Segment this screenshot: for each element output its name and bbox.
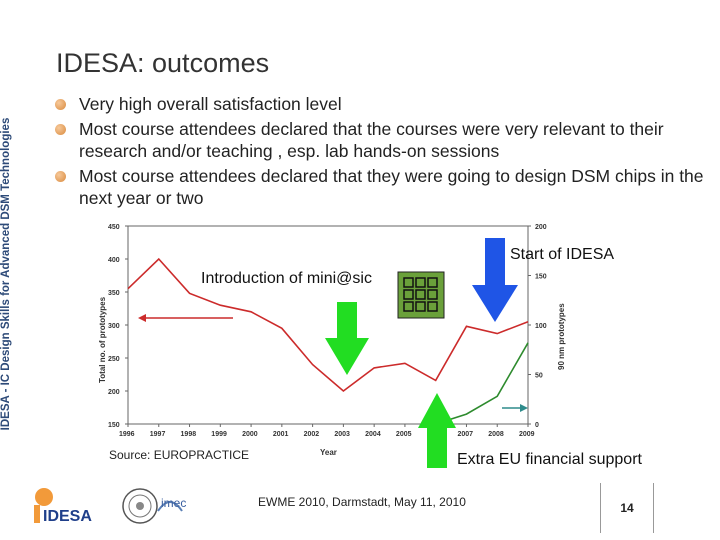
right-tick-label: 100 xyxy=(535,323,547,330)
x-tick-label: 2009 xyxy=(519,431,535,438)
right-tick-label: 50 xyxy=(535,373,543,380)
arrow-up-green-icon xyxy=(418,393,456,468)
left-tick-label: 250 xyxy=(108,356,120,363)
arrow-down-green-icon xyxy=(325,302,369,375)
idesa-logo: IDESA xyxy=(34,488,92,525)
bullet-item: Most course attendees declared that they… xyxy=(55,165,715,209)
bullet-item: Most course attendees declared that the … xyxy=(55,118,715,162)
arrow-down-blue-icon xyxy=(472,238,518,322)
imec-logo: imec xyxy=(157,496,186,512)
x-tick-label: 1996 xyxy=(119,431,135,438)
right-axis-title: 90 nm prototypes xyxy=(557,303,566,370)
x-tick-label: 2004 xyxy=(365,431,381,438)
bullet-text: Most course attendees declared that they… xyxy=(79,166,704,208)
x-tick-label: 2003 xyxy=(334,431,350,438)
x-tick-label: 2008 xyxy=(488,431,504,438)
x-tick-label: 1999 xyxy=(211,431,227,438)
left-axis-title: Total no. of prototypes xyxy=(98,296,107,383)
left-tick-label: 150 xyxy=(108,422,120,429)
mini-asic-label: Introduction of mini@sic xyxy=(201,270,372,287)
imec-logo-text: imec xyxy=(161,496,186,510)
bullet-text: Most course attendees declared that the … xyxy=(79,119,664,161)
x-tick-label: 1998 xyxy=(181,431,197,438)
logo-group: IDESA imec xyxy=(34,488,186,525)
footer-event: EWME 2010, Darmstadt, May 11, 2010 xyxy=(258,495,466,509)
series-line-total xyxy=(127,257,529,393)
source-label: Source: EUROPRACTICE xyxy=(109,448,250,462)
left-tick-label: 200 xyxy=(108,389,120,396)
bullet-list: Very high overall satisfaction level Mos… xyxy=(55,93,715,212)
right-tick-label: 200 xyxy=(535,224,547,231)
right-tick-label: 150 xyxy=(535,274,547,281)
chip-grid-icon xyxy=(397,271,445,319)
page-number: 14 xyxy=(600,483,654,533)
right-tick-label: 0 xyxy=(535,422,539,429)
x-tick-label: 1997 xyxy=(150,431,166,438)
bullet-item: Very high overall satisfaction level xyxy=(55,93,715,115)
x-tick-label: 2000 xyxy=(242,431,258,438)
idesa-logo-text: IDESA xyxy=(43,508,92,525)
start-of-idesa-label: Start of IDESA xyxy=(510,246,615,263)
x-tick-label: 2005 xyxy=(396,431,412,438)
eu-support-label: Extra EU financial support xyxy=(457,451,642,468)
arrow-left-red-icon xyxy=(138,314,233,322)
x-tick-label: 2007 xyxy=(457,431,473,438)
footer-logos: IDESA imec xyxy=(30,483,200,534)
arrow-right-teal-icon xyxy=(502,404,528,412)
slide-title: IDESA: outcomes xyxy=(56,48,270,78)
bullet-dot-icon xyxy=(55,124,66,135)
x-axis-title: Year xyxy=(320,448,337,457)
bullet-dot-icon xyxy=(55,99,66,110)
bullet-dot-icon xyxy=(55,171,66,182)
x-tick-label: 2002 xyxy=(304,431,320,438)
university-seal-logo xyxy=(122,488,158,524)
left-tick-label: 400 xyxy=(108,257,120,264)
bullet-text: Very high overall satisfaction level xyxy=(79,94,342,114)
left-tick-label: 450 xyxy=(108,224,120,231)
left-tick-label: 350 xyxy=(108,290,120,297)
left-tick-label: 300 xyxy=(108,323,120,330)
x-tick-label: 2001 xyxy=(273,431,289,438)
